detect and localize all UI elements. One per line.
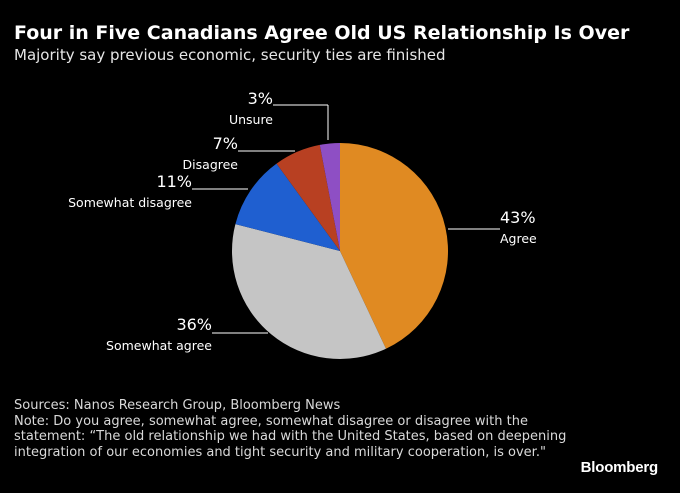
data-label-category-disagree: Disagree xyxy=(183,157,239,172)
sources-note: Sources: Nanos Research Group, Bloomberg… xyxy=(14,398,341,413)
pie-slice-disagree xyxy=(276,144,340,251)
pie-slice-unsure xyxy=(319,143,340,251)
data-label-category-unsure: Unsure xyxy=(229,112,273,127)
chart-title: Four in Five Canadians Agree Old US Rela… xyxy=(14,22,630,44)
data-label-value-disagree: 7% xyxy=(213,134,238,153)
data-label-category-somewhat-disagree: Somewhat disagree xyxy=(68,195,192,210)
data-label-value-agree: 43% xyxy=(500,208,536,227)
pie-slice-somewhat-agree xyxy=(231,224,386,359)
data-label-category-somewhat-agree: Somewhat agree xyxy=(106,338,212,353)
question-note: Note: Do you agree, somewhat agree, some… xyxy=(14,413,567,460)
chart-footer: Sources: Nanos Research Group, Bloomberg… xyxy=(14,398,574,460)
data-label-value-somewhat-disagree: 11% xyxy=(156,172,192,191)
pie-slice-somewhat-disagree xyxy=(235,163,340,251)
data-label-value-somewhat-agree: 36% xyxy=(176,315,212,334)
data-label-value-unsure: 3% xyxy=(248,89,273,108)
chart-subtitle: Majority say previous economic, security… xyxy=(14,46,446,64)
bloomberg-logo: Bloomberg xyxy=(580,459,659,476)
data-label-category-agree: Agree xyxy=(500,231,537,246)
pie-slice-agree xyxy=(340,143,448,349)
